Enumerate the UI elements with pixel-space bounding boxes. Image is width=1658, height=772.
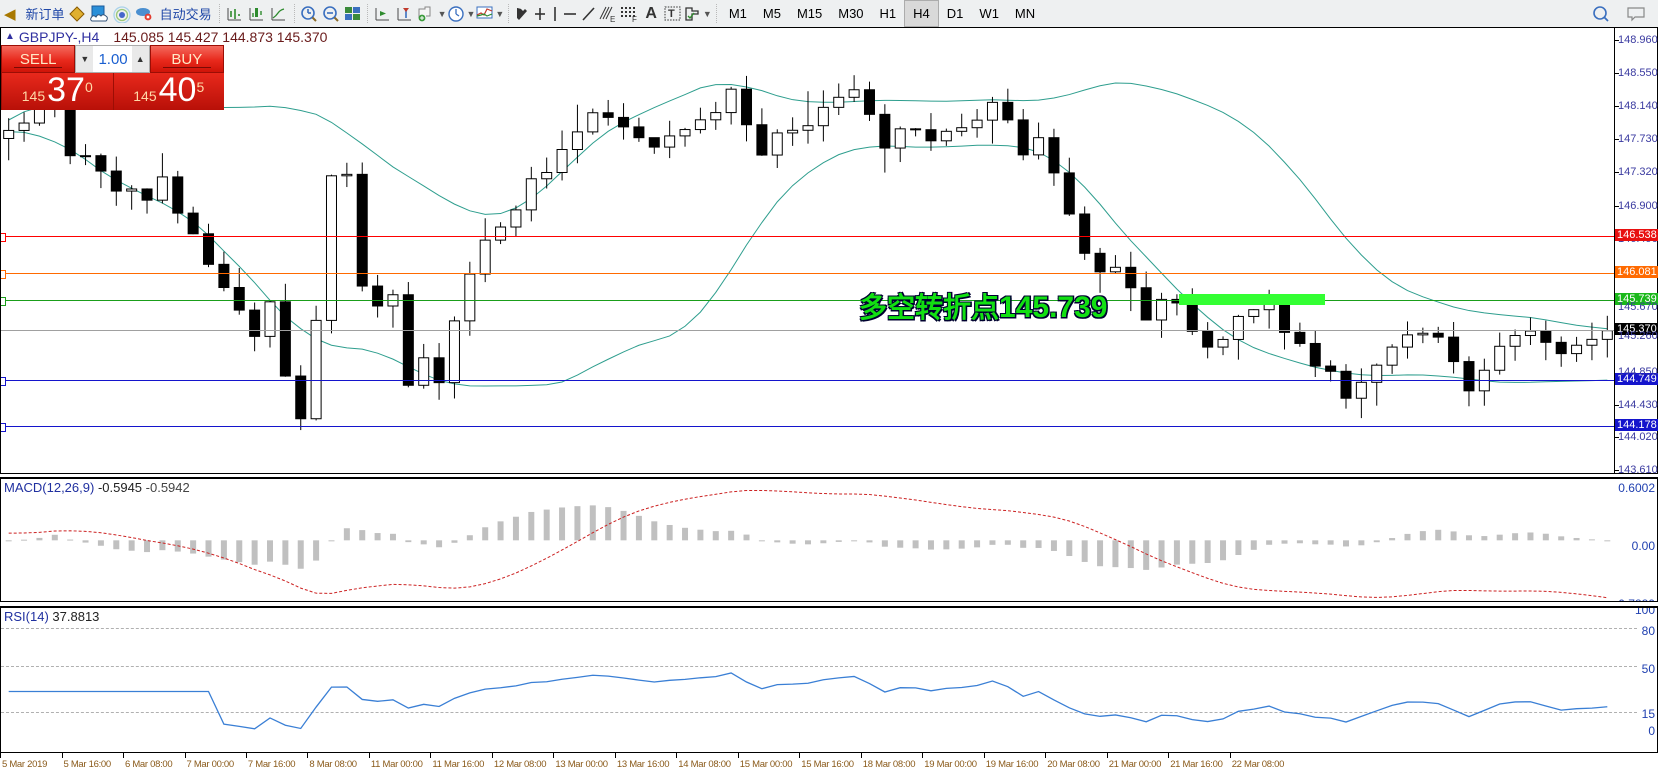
svg-text:F: F [632,15,637,23]
svg-text:T: T [668,8,675,20]
svg-text:E: E [610,15,615,23]
